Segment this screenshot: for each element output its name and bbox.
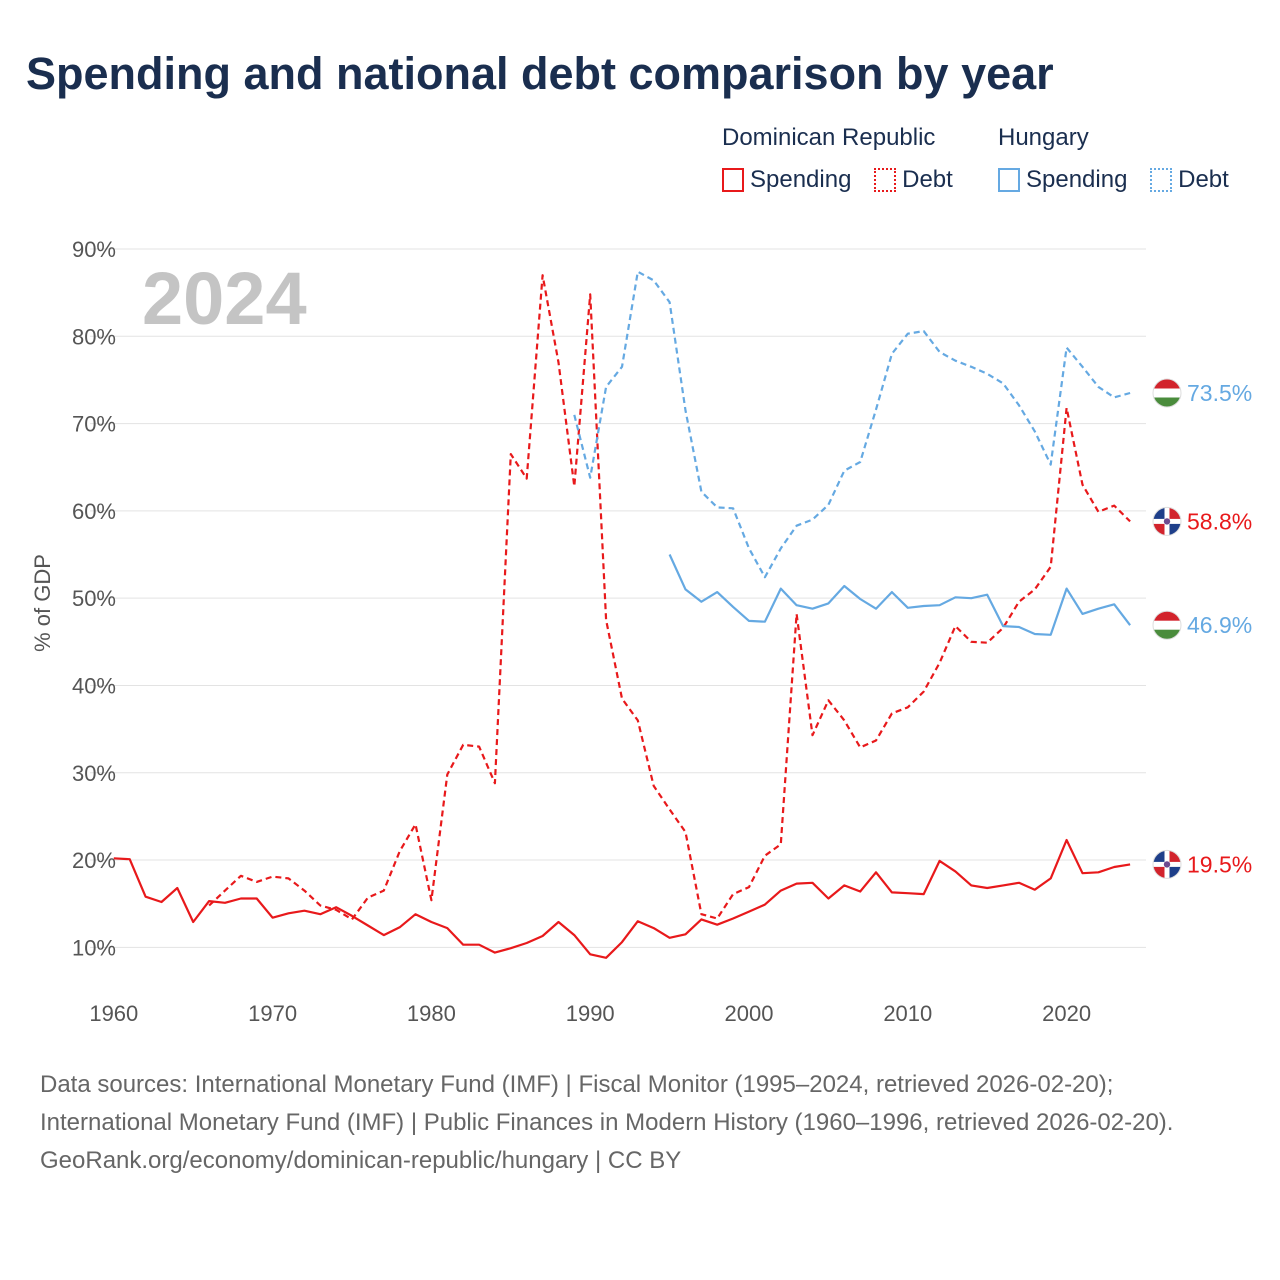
x-tick-label: 1990 (566, 1001, 615, 1026)
legend-swatch-solid (722, 168, 744, 192)
hungary-flag-icon (1152, 378, 1182, 408)
flag-outline (1152, 849, 1182, 879)
sources-footer: Data sources: International Monetary Fun… (40, 1066, 1240, 1180)
flag-stripe-green (1153, 397, 1181, 407)
legend-item-hu-debt[interactable]: Debt (1150, 166, 1229, 194)
flag-stripe-green (1153, 629, 1181, 640)
end-labels: 73.5% 58.8% 46.9% 19.5% (1152, 378, 1252, 879)
legend-label: Spending (1026, 166, 1128, 193)
legend-item-hu-spending[interactable]: Spending (998, 166, 1127, 194)
x-tick-label: 2010 (883, 1001, 932, 1026)
flag-outline (1152, 506, 1182, 536)
y-tick-label: 20% (72, 848, 116, 873)
y-tick-label: 90% (72, 237, 116, 262)
legend-swatch-dotted (874, 168, 897, 192)
legend-group-name: Dominican Republic (722, 124, 936, 151)
legend-group-dominican-republic: Dominican Republic Spending Debt (722, 124, 969, 199)
dominican-republic-flag-icon (1152, 506, 1182, 536)
legend-label: Debt (902, 166, 953, 193)
y-tick-label: 70% (72, 412, 116, 437)
flag-outline (1152, 378, 1182, 408)
series-line-dominican-republic-spending (113, 838, 1131, 959)
end-value-label: 46.9% (1187, 612, 1252, 638)
legend-item-dr-debt[interactable]: Debt (874, 166, 953, 194)
x-tick-label: 1980 (407, 1001, 456, 1026)
series-line-dominican-republic-debt (208, 274, 1131, 921)
legend-group-name: Hungary (998, 124, 1089, 151)
series-line-hungary-spending (668, 554, 1131, 636)
line-chart: 2024 10% 20% 30% 40% 50% 60% 70% 80% 90% 1960 197… (30, 237, 1252, 1026)
hungary-flag-icon (1152, 610, 1182, 640)
flag-stripe-white (1153, 388, 1181, 398)
y-tick-label: 80% (72, 324, 116, 349)
flag-stripe-red (1153, 611, 1181, 622)
legend-item-dr-spending[interactable]: Spending (722, 166, 851, 194)
legend-label: Spending (750, 166, 852, 193)
end-value-label: 19.5% (1187, 851, 1252, 877)
legend-group-hungary: Hungary Spending Debt (998, 124, 1229, 199)
series-line-hungary-debt (573, 270, 1131, 579)
y-tick-label: 40% (72, 673, 116, 698)
gridlines (90, 248, 1146, 948)
x-axis-ticks: 1960 1970 1980 1990 2000 2010 2020 (89, 1001, 1091, 1026)
year-watermark: 2024 (142, 257, 307, 340)
flag-stripe-red (1153, 379, 1181, 389)
page-title: Spending and national debt comparison by… (26, 48, 1054, 99)
flag-stripe-white (1153, 620, 1181, 630)
flag-emblem (1163, 861, 1171, 868)
y-tick-label: 60% (72, 499, 116, 524)
y-axis-label: % of GDP (30, 554, 55, 652)
legend-label: Debt (1178, 166, 1229, 193)
y-tick-label: 30% (72, 761, 116, 786)
x-tick-label: 1970 (248, 1001, 297, 1026)
end-value-label: 73.5% (1187, 380, 1252, 406)
x-tick-label: 2020 (1042, 1001, 1091, 1026)
legend-swatch-dotted (1150, 168, 1173, 192)
y-tick-label: 50% (72, 586, 116, 611)
y-tick-label: 10% (72, 935, 116, 960)
data-sources-text: Data sources: International Monetary Fun… (40, 1071, 1174, 1136)
dominican-republic-flag-icon (1152, 849, 1182, 879)
attribution-link[interactable]: GeoRank.org/economy/dominican-republic/h… (40, 1147, 682, 1174)
x-tick-label: 2000 (725, 1001, 774, 1026)
x-tick-label: 1960 (89, 1001, 138, 1026)
flag-outline (1152, 610, 1182, 640)
legend-swatch-solid (998, 168, 1020, 192)
flag-emblem (1163, 518, 1171, 525)
y-axis-ticks: 10% 20% 30% 40% 50% 60% 70% 80% 90% (72, 237, 116, 960)
end-value-label: 58.8% (1187, 508, 1252, 534)
series-lines (113, 270, 1131, 959)
